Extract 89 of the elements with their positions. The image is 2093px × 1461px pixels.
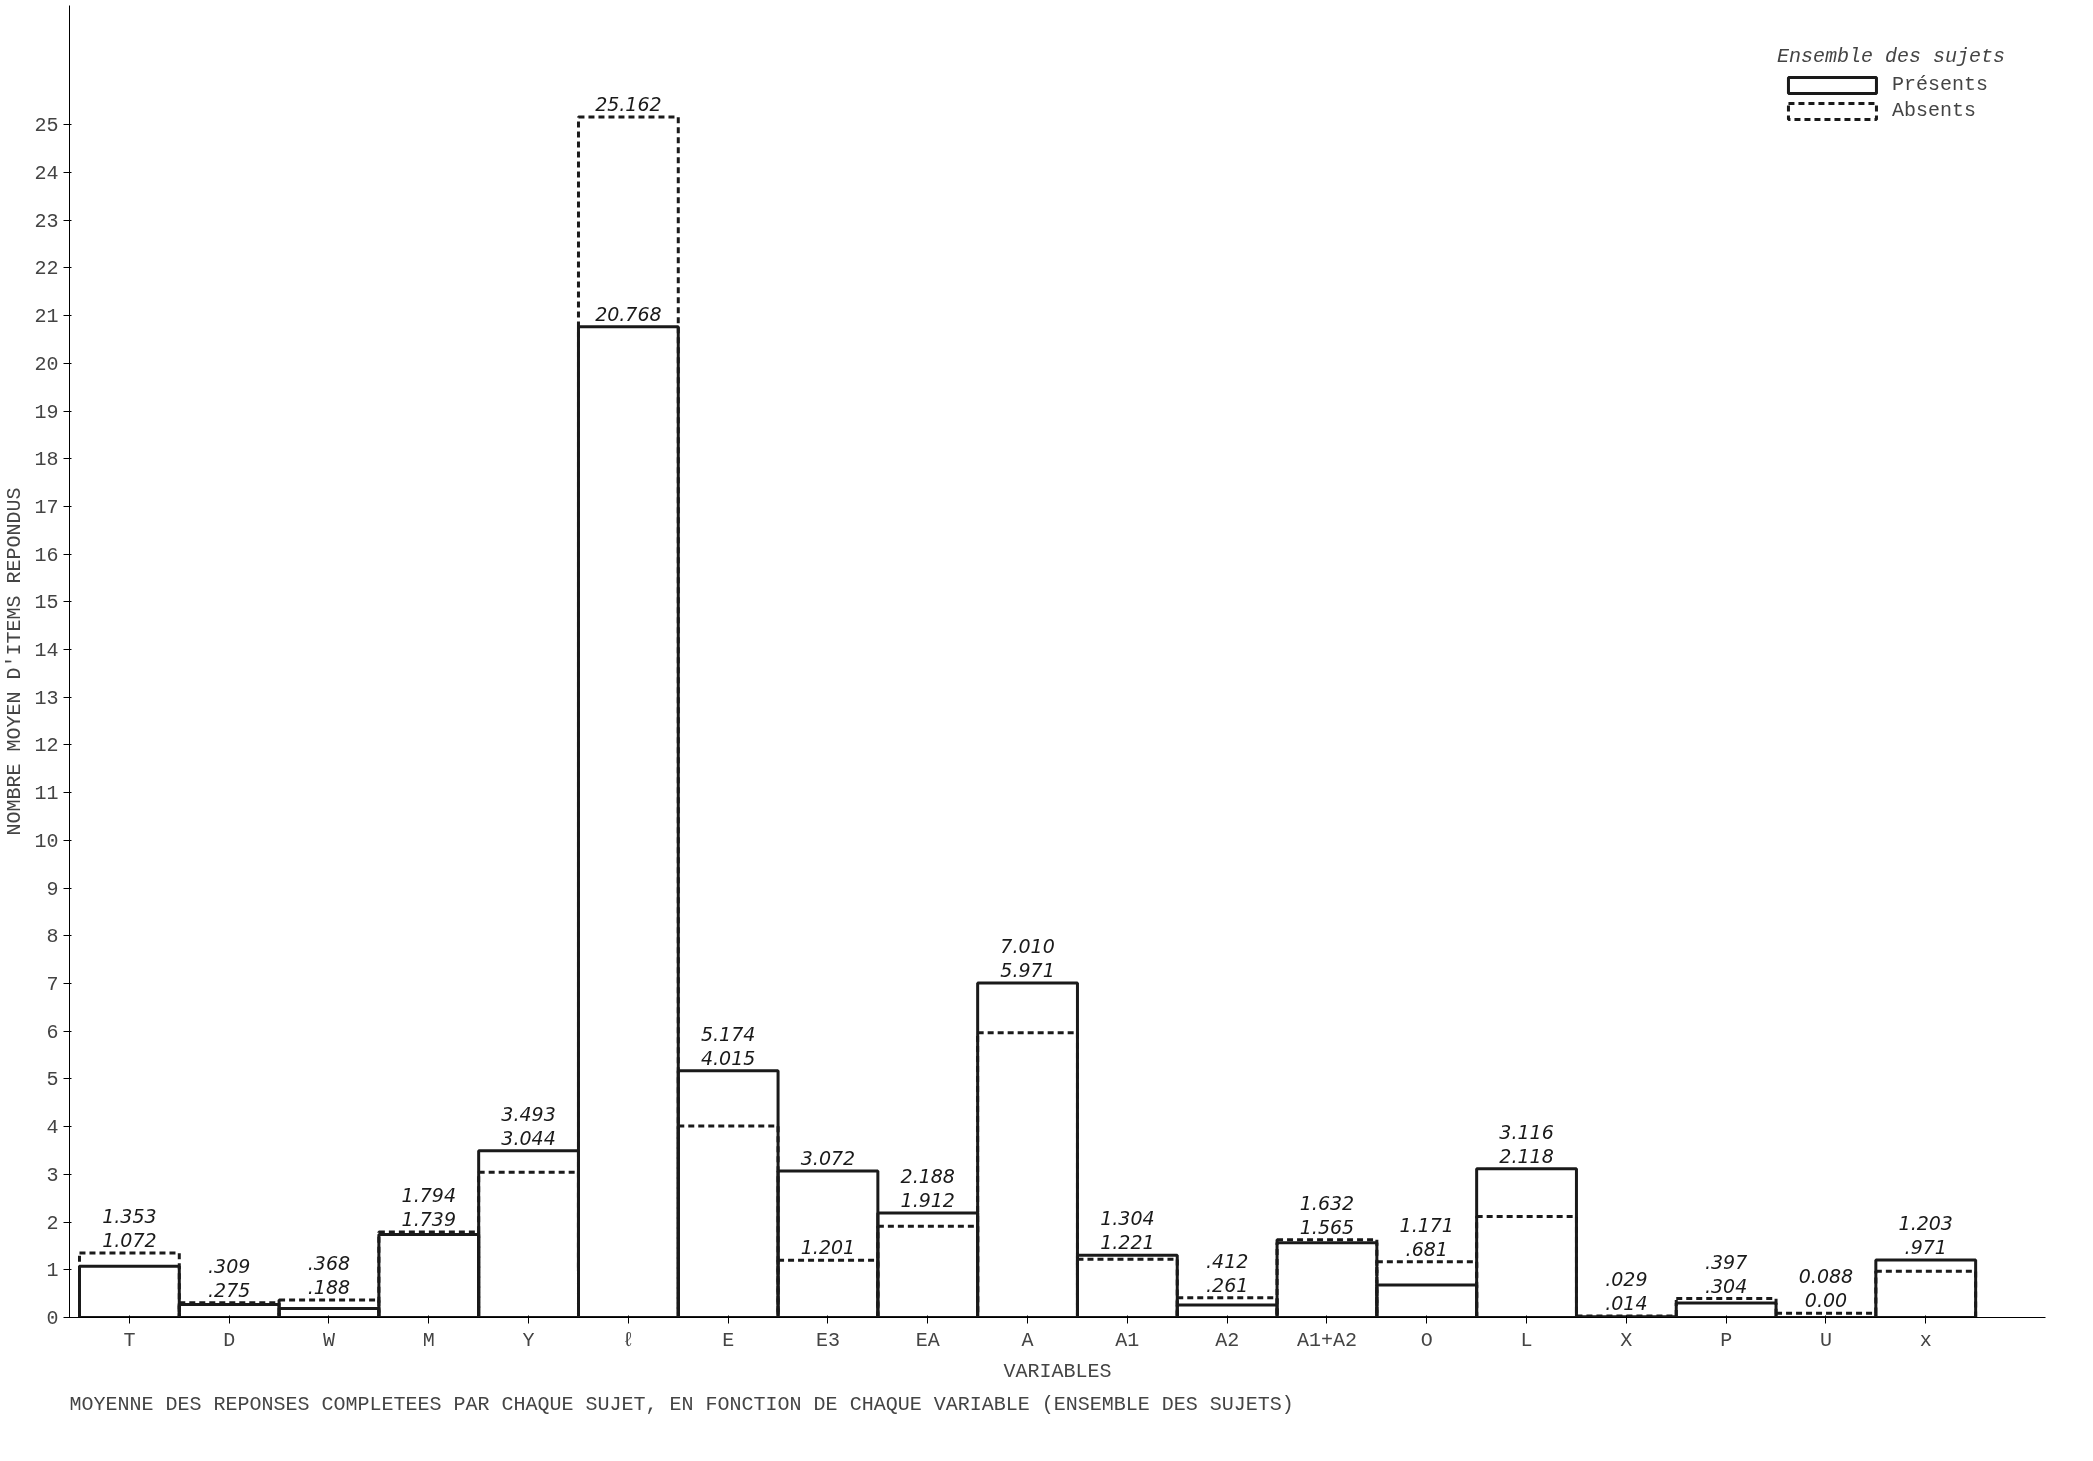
data-label: 1.739 (401, 1207, 456, 1230)
y-tick-label: 13 (34, 686, 59, 710)
data-label: 3.072 (800, 1146, 856, 1169)
y-tick-label: 7 (46, 973, 59, 997)
data-label: .412 (1206, 1249, 1249, 1272)
data-label: 1.353 (102, 1204, 157, 1227)
x-tick-label: E3 (815, 1328, 840, 1352)
x-tick-label: E (722, 1328, 735, 1352)
data-label: .304 (1704, 1274, 1748, 1297)
data-label: .971 (1904, 1236, 1947, 1259)
data-label: 3.044 (501, 1126, 556, 1149)
data-label: 7.010 (1000, 935, 1055, 958)
y-tick-label: 12 (34, 734, 59, 758)
data-label: 1.201 (800, 1236, 856, 1259)
legend-label: Présents (1891, 73, 1988, 96)
y-tick-label: 25 (34, 114, 59, 138)
y-tick-label: 10 (34, 829, 59, 853)
x-tick-label: A2 (1215, 1328, 1240, 1352)
data-label: 1.912 (900, 1189, 955, 1212)
x-axis-title: VARIABLES (1003, 1359, 1112, 1383)
x-tick-label: D (223, 1328, 236, 1352)
x-tick-label: Y (522, 1328, 535, 1352)
y-tick-label: 17 (34, 495, 59, 519)
data-label: 1.794 (401, 1183, 456, 1206)
data-label: 5.174 (700, 1022, 756, 1045)
data-label: 1.632 (1299, 1191, 1355, 1214)
y-tick-label: 16 (34, 543, 59, 567)
data-label: .188 (307, 1275, 351, 1298)
data-label: 1.072 (102, 1228, 157, 1251)
legend-label: Absents (1891, 99, 1976, 122)
y-tick-label: 5 (46, 1068, 59, 1092)
data-label: .275 (208, 1278, 251, 1301)
y-tick-label: 9 (46, 877, 59, 901)
y-tick-label: 18 (34, 448, 59, 472)
y-axis-title: NOMBRE MOYEN D'ITEMS REPONDUS (3, 487, 27, 836)
y-tick-label: 23 (34, 209, 59, 233)
y-tick-label: 3 (46, 1163, 59, 1187)
y-tick-label: 0 (46, 1307, 59, 1330)
x-tick-label: U (1819, 1328, 1832, 1352)
data-label: 3.116 (1499, 1120, 1554, 1143)
x-tick-label: A1 (1115, 1328, 1140, 1352)
y-tick-label: 4 (46, 1116, 59, 1140)
data-label: 0.00 (1804, 1289, 1848, 1312)
data-label: 20.768 (595, 302, 662, 325)
data-label: 4.015 (700, 1046, 756, 1069)
data-label: 5.971 (1000, 959, 1055, 982)
text: MOYENNE DES REPONSES COMPLETEES PAR CHAQUE SUJET, EN FONCTION DE CHAQUE VARIABLE (ENSEMBLE DES SUJETS) (69, 1392, 1294, 1416)
data-label: .261 (1206, 1273, 1249, 1296)
x-tick-label: A1+A2 (1296, 1328, 1357, 1352)
x-tick-label: O (1420, 1328, 1433, 1352)
x-tick-label: ℓ (622, 1328, 635, 1352)
y-tick-label: 22 (34, 257, 59, 281)
data-label: 25.162 (595, 93, 662, 116)
data-label: .029 (1605, 1268, 1648, 1291)
data-label: 2.118 (1499, 1144, 1554, 1167)
data-label: 1.565 (1299, 1215, 1355, 1238)
y-tick-label: 8 (46, 925, 59, 949)
x-tick-label: EA (915, 1328, 940, 1352)
data-label: 1.221 (1100, 1231, 1155, 1254)
legend-title: Ensemble des sujets (1776, 45, 2005, 68)
data-label: .397 (1704, 1250, 1748, 1273)
x-tick-label: M (422, 1328, 435, 1352)
x-tick-label: W (322, 1328, 335, 1352)
y-tick-label: 21 (34, 305, 59, 329)
y-tick-label: 15 (34, 591, 59, 615)
x-tick-label: x (1919, 1328, 1932, 1352)
y-tick-label: 19 (34, 400, 59, 424)
data-label: .309 (208, 1254, 251, 1277)
data-label: .014 (1605, 1292, 1648, 1315)
data-label: 0.088 (1798, 1265, 1854, 1288)
y-tick-label: 11 (34, 782, 59, 806)
y-tick-label: 20 (34, 352, 59, 376)
y-tick-label: 24 (34, 161, 59, 185)
x-tick-label: P (1720, 1328, 1733, 1352)
data-label: 3.493 (501, 1102, 556, 1125)
y-tick-label: 1 (46, 1259, 59, 1283)
y-tick-label: 2 (46, 1211, 59, 1235)
data-label: 1.171 (1399, 1213, 1454, 1236)
data-label: 2.188 (900, 1165, 955, 1188)
y-tick-label: 14 (34, 639, 59, 663)
data-label: .681 (1405, 1237, 1448, 1260)
data-label: 1.304 (1100, 1207, 1155, 1230)
data-label: 1.203 (1898, 1212, 1953, 1235)
data-label: .368 (307, 1251, 351, 1274)
x-tick-label: T (123, 1328, 136, 1352)
y-tick-label: 6 (46, 1020, 59, 1044)
x-tick-label: L (1520, 1328, 1533, 1352)
x-tick-label: A (1021, 1328, 1034, 1352)
x-tick-label: X (1620, 1328, 1633, 1352)
